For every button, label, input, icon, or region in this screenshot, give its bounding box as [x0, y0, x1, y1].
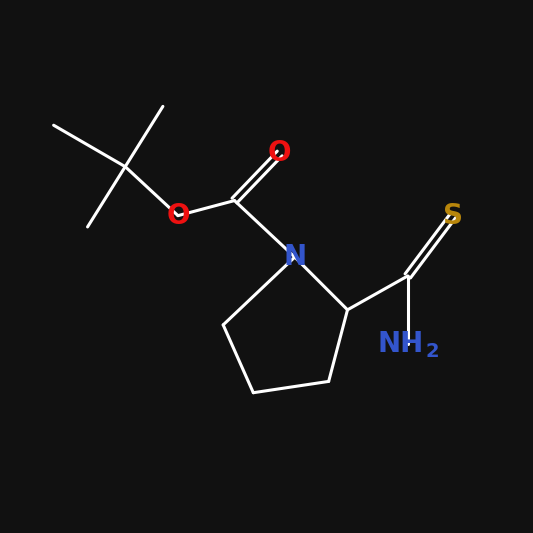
Text: O: O [166, 201, 190, 230]
Text: N: N [283, 243, 306, 271]
Text: NH: NH [377, 330, 423, 358]
Text: S: S [443, 201, 463, 230]
Text: O: O [268, 140, 292, 167]
Text: 2: 2 [425, 342, 439, 361]
